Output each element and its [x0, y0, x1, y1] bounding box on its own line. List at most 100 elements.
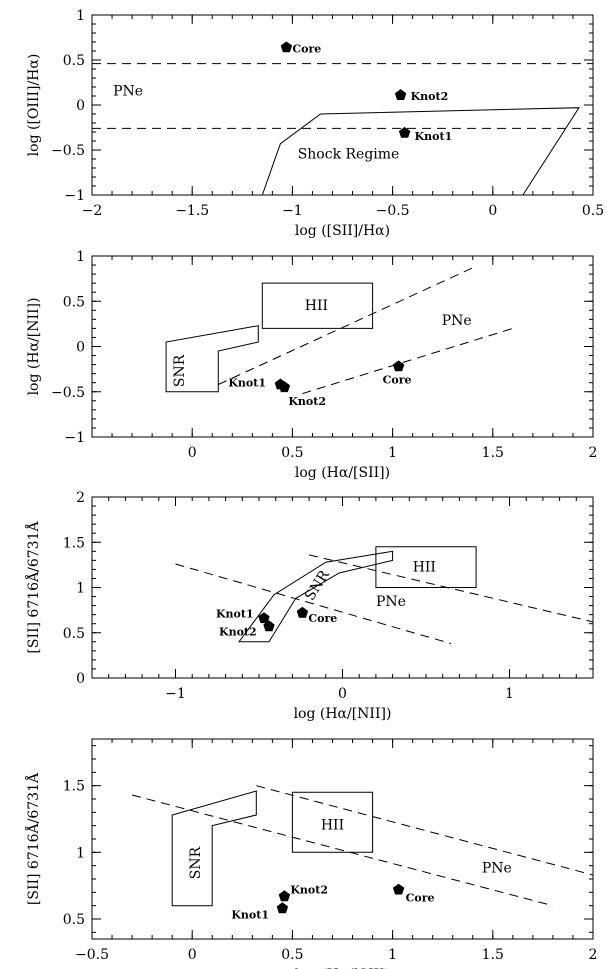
y-axis-label: [SII] 6716Å/6731Å — [24, 772, 42, 905]
y-tick-label: 0 — [76, 98, 85, 114]
knot1-point — [398, 126, 411, 138]
x-tick-label: −1 — [282, 203, 303, 219]
dashed-line — [131, 794, 554, 907]
y-tick-label: 0 — [76, 671, 85, 687]
hii-region-outline — [375, 546, 477, 588]
shock-regime-region-label: Shock Regime — [298, 147, 400, 163]
x-tick-label: 0 — [188, 445, 197, 461]
core-point — [296, 606, 309, 618]
knot1-point — [258, 612, 270, 624]
x-tick-label: 1 — [388, 445, 397, 461]
y-axis-label: log (Hα/[NII]) — [26, 298, 42, 396]
x-axis-label: log (Hα/[SII]) — [295, 967, 390, 969]
x-tick-label: 1.5 — [482, 947, 504, 963]
y-tick-label: −1 — [64, 430, 85, 446]
y-tick-label: 1 — [76, 845, 85, 861]
x-tick-label: 2 — [589, 445, 598, 461]
snr-region-outline — [238, 550, 394, 643]
plot-frame — [91, 738, 594, 940]
y-tick-label: −0.5 — [51, 143, 85, 159]
y-tick-label: 0.5 — [63, 294, 85, 310]
hii-region-label: HII — [413, 560, 436, 576]
x-axis-label: log (Hα/[SII]) — [295, 465, 390, 481]
dashed-line — [302, 327, 513, 395]
core-point-label: Core — [308, 612, 337, 625]
x-tick-label: 0 — [338, 686, 347, 702]
plot-frame — [91, 14, 594, 196]
knot1-point — [276, 902, 289, 914]
snr-region-outline — [171, 790, 257, 907]
y-tick-label: 1 — [76, 581, 85, 597]
core-point-label: Core — [383, 373, 412, 386]
y-tick-label: −0.5 — [51, 385, 85, 401]
x-tick-label: −2 — [82, 203, 103, 219]
y-tick-label: 0.5 — [63, 626, 85, 642]
x-tick-label: 2 — [589, 947, 598, 963]
y-tick-label: 0.5 — [63, 912, 85, 928]
plot-area: SNR HII PNe Knot1 Knot2 Core — [175, 546, 593, 645]
core-point — [280, 41, 293, 53]
y-tick-label: 0.5 — [63, 53, 85, 69]
panel-4: −0.5 0 0.5 1 1.5 2 0.5 1 1.5 log (Hα/[SII]) [SII] … — [24, 738, 598, 969]
pne-region-label: PNe — [442, 313, 472, 329]
snr-region-outline — [165, 325, 259, 393]
x-tick-label: −1.5 — [175, 203, 209, 219]
x-tick-label: −0.5 — [376, 203, 410, 219]
pne-region-label: PNe — [113, 84, 143, 100]
knot2-point-label: Knot2 — [411, 90, 449, 103]
x-tick-label: −0.5 — [75, 947, 109, 963]
x-tick-label: 0.5 — [281, 947, 303, 963]
core-point — [392, 883, 405, 895]
x-tick-label: 0.5 — [281, 445, 303, 461]
knot2-point-label: Knot2 — [219, 625, 257, 638]
pne-region-label: PNe — [482, 860, 512, 876]
y-tick-label: 1.5 — [63, 779, 85, 795]
core-point-label: Core — [292, 42, 321, 55]
snr-region-label: SNR — [302, 567, 333, 603]
knot1-point-label: Knot1 — [415, 130, 453, 143]
core-point-label: Core — [406, 892, 435, 905]
shock-regime-region-outline — [261, 107, 580, 195]
y-tick-label: 1 — [76, 8, 85, 24]
snr-region-label: SNR — [188, 846, 204, 879]
x-axis-label: log (Hα/[NII]) — [294, 706, 392, 722]
panel-2: 0 0.5 1 1.5 2 −1 −0.5 0 0.5 1 log (Hα/[SII]) log (H… — [26, 249, 597, 481]
y-axis-label: log ([OIII]/Hα) — [26, 54, 42, 157]
core-point — [392, 360, 405, 372]
x-axis-label: log ([SII]/Hα) — [295, 223, 390, 239]
y-tick-label: −1 — [64, 188, 85, 204]
hii-region-outline — [261, 282, 374, 329]
x-tick-label: −1 — [165, 686, 186, 702]
x-tick-label: 1.5 — [482, 445, 504, 461]
dashed-line — [308, 554, 593, 623]
y-tick-label: 0 — [76, 340, 85, 356]
knot1-point-label: Knot1 — [216, 607, 254, 620]
knot2-point — [278, 381, 291, 393]
hii-region-outline — [291, 791, 374, 853]
knot1-point-label: Knot1 — [231, 908, 269, 921]
knot2-point-label: Knot2 — [288, 395, 326, 408]
dashed-line — [218, 267, 474, 385]
plot-frame — [91, 496, 594, 679]
panel-1: −2 −1.5 −1 −0.5 0 0.5 −1 −0.5 0 0.5 1 log ([SII]/Hα… — [26, 8, 604, 239]
plot-area: SNR HII PNe Knot1 Knot2 Core — [165, 267, 513, 408]
knot1-point-label: Knot1 — [228, 377, 266, 390]
pne-region-label: PNe — [376, 594, 406, 610]
hii-region-label: HII — [321, 818, 344, 834]
x-tick-label: 0.5 — [582, 203, 604, 219]
y-tick-label: 1.5 — [63, 535, 85, 551]
knot2-point — [278, 890, 291, 902]
dashed-line — [256, 785, 593, 876]
knot2-point — [263, 620, 275, 632]
x-tick-label: 1 — [388, 947, 397, 963]
x-tick-label: 0 — [488, 203, 497, 219]
panel-3: −1 0 1 0 0.5 1 1.5 2 log (Hα/[NII]) [SII] 6716Å/6… — [24, 490, 594, 722]
y-tick-label: 2 — [76, 490, 85, 506]
x-tick-label: 0 — [188, 947, 197, 963]
snr-region-label: SNR — [172, 354, 188, 387]
plot-area: PNe Shock Regime Core Knot2 Knot1 — [92, 41, 593, 195]
knot2-point — [394, 89, 407, 100]
knot2-point-label: Knot2 — [290, 883, 328, 896]
x-tick-label: 1 — [505, 686, 514, 702]
